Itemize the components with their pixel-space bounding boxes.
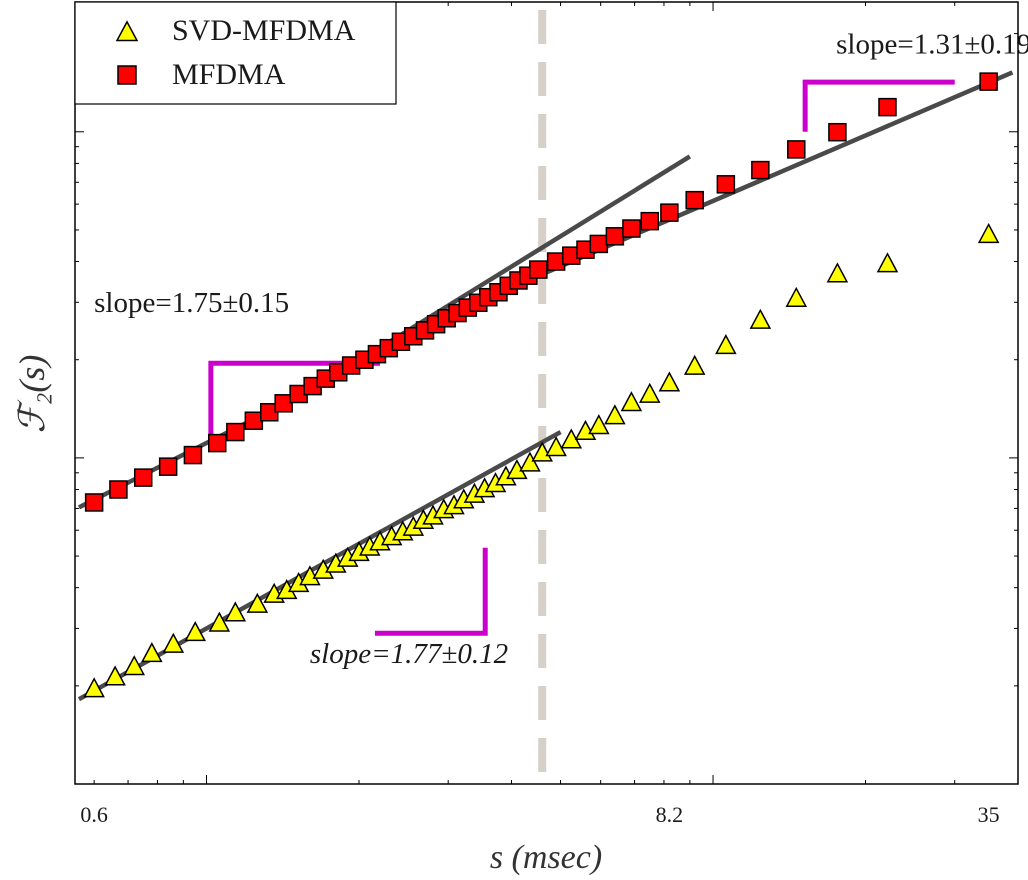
y-axis-label-text: ℱ₂(s) xyxy=(12,355,52,434)
point-svd-mfdma xyxy=(83,677,105,698)
point-mfdma xyxy=(979,72,998,91)
point-svd-mfdma xyxy=(588,414,610,435)
point-svd-mfdma xyxy=(519,451,541,472)
legend-box xyxy=(74,1,397,105)
plot-frame xyxy=(74,1,1019,785)
point-mfdma xyxy=(274,394,293,413)
point-mfdma xyxy=(787,140,806,159)
point-svd-mfdma xyxy=(184,621,206,642)
point-svd-mfdma xyxy=(977,222,1000,244)
point-mfdma xyxy=(158,457,178,476)
point-mfdma xyxy=(244,411,264,430)
slope-annotation: slope=1.31±0.19 xyxy=(836,28,1028,60)
legend-label: MFDMA xyxy=(172,58,286,91)
point-svd-mfdma xyxy=(658,371,681,392)
slope-annotations: slope=1.31±0.19 slope=1.75±0.15 slope=1.77… xyxy=(94,28,1028,670)
point-mfdma xyxy=(605,227,625,246)
point-svd-mfdma xyxy=(141,642,163,663)
point-svd-mfdma xyxy=(224,601,247,622)
legend-marker-mfdma xyxy=(117,65,137,85)
point-svd-mfdma xyxy=(123,655,145,676)
point-mfdma xyxy=(226,422,245,442)
point-mfdma xyxy=(685,190,704,210)
point-mfdma xyxy=(828,122,847,142)
point-svd-mfdma xyxy=(104,665,126,686)
point-mfdma xyxy=(589,234,609,254)
x-tick-labels: 0.6 8.2 35 xyxy=(80,802,999,827)
y-axis-label: ℱ₂(s) xyxy=(12,355,52,434)
data-points xyxy=(83,72,1000,698)
slope-triangle xyxy=(374,547,488,636)
legend: SVD-MFDMA MFDMA xyxy=(74,1,397,105)
point-mfdma xyxy=(622,219,641,238)
legend-marker-svd-mfdma xyxy=(115,20,139,42)
point-svd-mfdma xyxy=(531,441,553,462)
point-svd-mfdma xyxy=(246,592,269,613)
point-svd-mfdma xyxy=(208,611,231,632)
point-svd-mfdma xyxy=(639,382,661,403)
point-svd-mfdma xyxy=(545,436,567,457)
point-svd-mfdma xyxy=(715,334,737,355)
slope-annotation: slope=1.77±0.12 xyxy=(310,638,508,670)
slope-triangle xyxy=(208,360,380,442)
x-tick-label: 0.6 xyxy=(80,802,108,827)
point-mfdma xyxy=(183,445,203,465)
point-svd-mfdma xyxy=(749,308,772,329)
x-tick-label: 35 xyxy=(978,802,1000,827)
series-svd-mfdma xyxy=(83,222,1000,698)
point-mfdma xyxy=(207,433,227,453)
x-tick-label: 8.2 xyxy=(656,802,684,827)
point-svd-mfdma xyxy=(604,404,626,425)
point-mfdma xyxy=(751,160,770,180)
point-svd-mfdma xyxy=(162,632,185,653)
point-mfdma xyxy=(84,493,104,512)
point-mfdma xyxy=(109,480,128,499)
point-mfdma xyxy=(878,97,897,117)
slope-annotation: slope=1.75±0.15 xyxy=(94,287,289,319)
point-svd-mfdma xyxy=(785,286,808,307)
x-axis-label: s (msec) xyxy=(490,839,602,876)
point-mfdma xyxy=(529,260,548,279)
slope-triangle xyxy=(802,79,955,132)
point-svd-mfdma xyxy=(826,262,849,283)
point-mfdma xyxy=(716,175,736,194)
point-mfdma xyxy=(133,468,153,487)
series-mfdma xyxy=(84,72,998,512)
point-mfdma xyxy=(640,211,660,231)
point-mfdma xyxy=(660,203,679,222)
point-svd-mfdma xyxy=(876,252,899,273)
slope-triangles xyxy=(208,79,955,636)
legend-label: SVD-MFDMA xyxy=(172,14,356,47)
point-svd-mfdma xyxy=(683,354,706,375)
point-svd-mfdma xyxy=(620,391,643,412)
